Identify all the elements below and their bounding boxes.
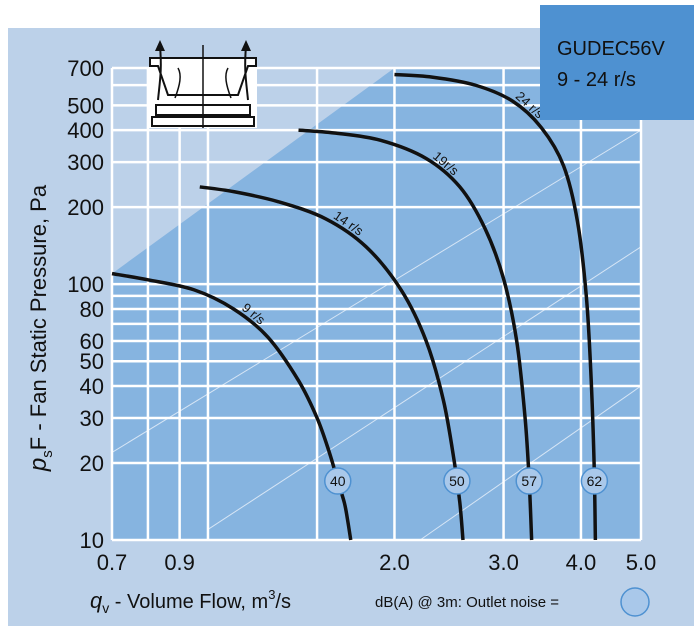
noise-badge: [324, 467, 352, 495]
system-line: [207, 246, 642, 530]
noise-badge: [580, 467, 609, 495]
fan-icon: [149, 40, 257, 128]
y-tick-label: 40: [80, 374, 104, 399]
x-axis-label: qv - Volume Flow, m3/s: [90, 587, 291, 616]
system-line: [111, 129, 642, 453]
noise-badges: 40 50 57 62: [324, 467, 609, 495]
x-tick-labels: 0.7 0.9 2.0 3.0 4.0 5.0: [97, 550, 657, 575]
noise-badge-label: 40: [330, 473, 346, 489]
chart-title: GUDEC56V: [557, 38, 665, 60]
x-tick-label: 0.7: [97, 550, 128, 575]
noise-legend-swatch: [620, 587, 650, 617]
x-tick-label: 5.0: [626, 550, 657, 575]
noise-badge-label: 62: [587, 473, 603, 489]
title-box: [540, 5, 694, 120]
y-tick-label: 80: [80, 297, 104, 322]
x-tick-label: 2.0: [379, 550, 410, 575]
noise-badge: [443, 467, 471, 495]
x-tick-label: 4.0: [566, 550, 597, 575]
y-tick-label: 500: [67, 93, 104, 118]
y-tick-label: 200: [67, 195, 104, 220]
y-tick-label: 400: [67, 118, 104, 143]
y-tick-label: 300: [67, 150, 104, 175]
y-tick-label: 100: [67, 272, 104, 297]
fan-curve: [298, 128, 534, 541]
noise-badge-label: 50: [449, 473, 465, 489]
x-tick-label: 3.0: [488, 550, 519, 575]
x-tick-label: 0.9: [164, 550, 195, 575]
y-tick-label: 20: [80, 451, 104, 476]
y-tick-label: 10: [80, 528, 104, 553]
y-tick-label: 50: [80, 349, 104, 374]
y-tick-label: 60: [80, 329, 104, 354]
y-tick-label: 30: [80, 406, 104, 431]
operating-region: [112, 68, 641, 540]
fan-curve: [111, 271, 353, 541]
chart-subtitle: 9 - 24 r/s: [557, 69, 636, 91]
noise-badge: [515, 467, 543, 495]
y-tick-label: 700: [67, 56, 104, 81]
noise-badge-label: 57: [521, 473, 537, 489]
fan-curve: [394, 72, 598, 541]
y-axis-label: psF - Fan Static Pressure, Pa: [25, 184, 56, 472]
noise-legend-text: dB(A) @ 3m: Outlet noise =: [375, 594, 559, 611]
